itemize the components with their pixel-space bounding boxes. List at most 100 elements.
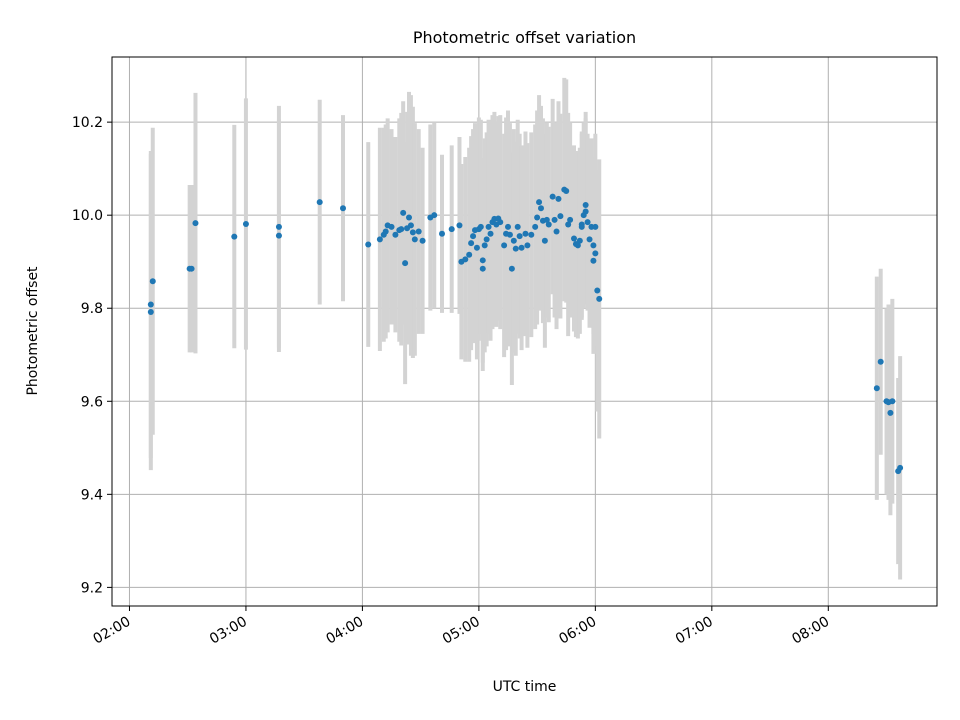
data-point: [565, 221, 572, 228]
data-point: [481, 242, 488, 249]
data-point: [516, 233, 523, 240]
data-point: [889, 398, 896, 405]
data-point: [479, 257, 486, 264]
data-point: [594, 287, 601, 294]
data-point: [590, 242, 597, 249]
y-tick-label: 10.0: [72, 208, 103, 224]
y-tick-label: 9.6: [81, 394, 103, 410]
data-point: [468, 240, 475, 247]
data-point: [392, 231, 399, 238]
data-point: [473, 244, 480, 251]
data-points: [147, 186, 904, 475]
data-point: [590, 257, 597, 264]
data-point: [574, 242, 581, 249]
data-point: [477, 223, 484, 230]
data-point: [576, 237, 583, 244]
data-point: [545, 221, 552, 228]
data-point: [275, 232, 282, 239]
data-point: [365, 241, 372, 248]
data-point: [551, 216, 558, 223]
data-point: [501, 242, 508, 249]
data-point: [340, 205, 346, 212]
data-point: [406, 214, 412, 221]
data-point: [409, 229, 416, 236]
data-point: [543, 216, 550, 223]
data-point: [388, 223, 395, 230]
data-point: [316, 199, 323, 206]
data-point: [536, 199, 543, 206]
data-point: [188, 265, 195, 272]
data-point: [275, 223, 282, 230]
data-point: [553, 228, 560, 235]
data-point: [407, 222, 414, 229]
data-point: [497, 219, 504, 226]
data-point: [518, 244, 525, 251]
data-point: [887, 409, 894, 416]
data-point: [505, 223, 511, 230]
data-point: [596, 295, 603, 302]
data-point: [398, 226, 405, 233]
data-point: [897, 464, 904, 471]
plot-frame: [111, 56, 938, 607]
data-point: [456, 222, 463, 229]
y-axis-ticks: 9.2 9.4 9.6 9.8 10.0 10.2: [72, 115, 112, 596]
data-point: [400, 209, 407, 216]
data-point: [512, 245, 519, 252]
data-point: [466, 251, 473, 258]
data-point: [592, 223, 599, 230]
data-point: [534, 214, 541, 221]
data-point: [402, 260, 409, 267]
data-point: [567, 216, 574, 223]
data-point: [149, 278, 156, 285]
data-point: [514, 223, 521, 230]
data-point: [508, 265, 515, 272]
data-point: [532, 223, 539, 230]
data-point: [448, 226, 455, 233]
data-point: [419, 237, 426, 244]
data-point: [376, 236, 383, 243]
data-point: [528, 231, 535, 238]
data-point: [147, 301, 154, 308]
data-point: [541, 237, 548, 244]
data-point: [487, 230, 494, 237]
data-point: [522, 230, 529, 237]
data-point: [462, 256, 469, 263]
y-tick-label: 9.2: [81, 580, 103, 596]
data-point: [524, 242, 531, 249]
data-point: [873, 385, 880, 392]
data-point: [571, 235, 577, 242]
y-tick-label: 10.2: [72, 115, 103, 131]
x-axis-label: UTC time: [493, 679, 557, 695]
data-point: [415, 228, 422, 235]
data-point: [439, 230, 445, 237]
y-tick-label: 9.4: [81, 487, 103, 503]
data-point: [592, 250, 599, 257]
y-tick-label: 9.8: [81, 301, 103, 317]
data-point: [586, 236, 593, 243]
data-point: [584, 219, 591, 226]
data-point: [582, 201, 589, 208]
data-point: [470, 233, 477, 240]
data-point: [147, 308, 154, 315]
data-point: [411, 236, 418, 243]
data-point: [563, 187, 570, 194]
data-point: [510, 237, 517, 244]
data-point: [382, 228, 389, 235]
y-axis-label: Photometric offset: [25, 266, 41, 396]
data-point: [485, 223, 492, 230]
data-point: [231, 233, 238, 240]
data-point: [242, 221, 249, 228]
data-point: [582, 208, 589, 215]
data-point: [431, 212, 438, 219]
data-point: [538, 205, 544, 212]
data-point: [578, 223, 585, 230]
data-point: [483, 236, 490, 243]
data-point: [557, 213, 564, 220]
data-point: [479, 265, 486, 272]
data-point: [877, 358, 884, 365]
data-point: [506, 231, 513, 238]
data-point: [549, 193, 556, 200]
chart-title: Photometric offset variation: [413, 28, 636, 47]
